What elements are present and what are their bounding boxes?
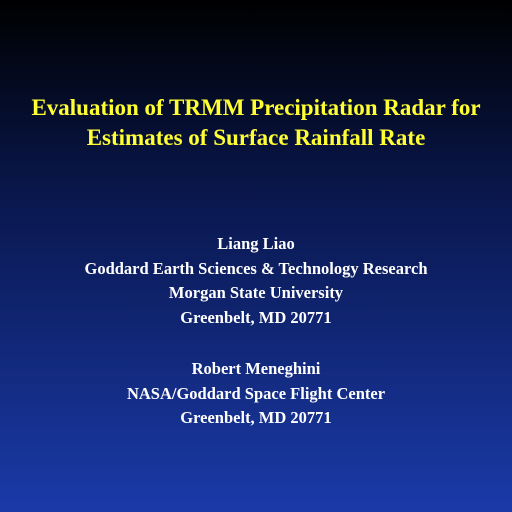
author-line: Greenbelt, MD 20771 — [180, 307, 332, 327]
author-block: Robert Meneghini NASA/Goddard Space Flig… — [0, 357, 512, 431]
author-line: Greenbelt, MD 20771 — [180, 408, 332, 427]
title: Evaluation of TRMM Precipitation Radar f… — [0, 93, 512, 153]
author-block: Liang Liao Goddard Earth Sciences & Tech… — [0, 232, 512, 330]
title-line: Estimates of Surface Rainfall Rate — [86, 125, 426, 150]
author-line: NASA/Goddard Space Flight Center — [126, 383, 386, 403]
author-line: Robert Meneghini — [191, 359, 321, 378]
author-line: Liang Liao — [217, 234, 295, 253]
title-line: Evaluation of TRMM Precipitation Radar f… — [31, 95, 481, 120]
author-line: Goddard Earth Sciences & Technology Rese… — [84, 258, 428, 278]
author-line: Morgan State University — [168, 283, 344, 302]
